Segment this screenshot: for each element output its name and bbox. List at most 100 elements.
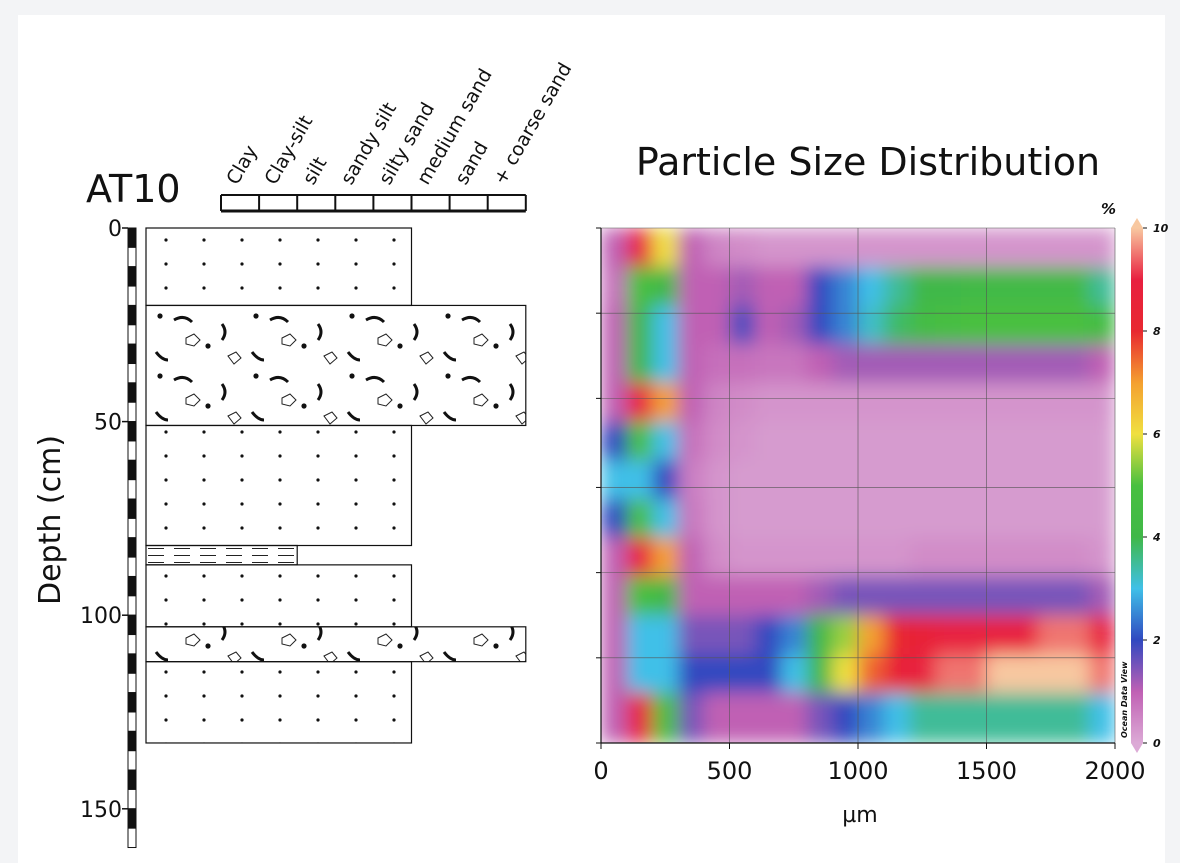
depth-tick-label: 150 <box>80 798 122 823</box>
contour-cell <box>652 382 679 423</box>
contour-cell <box>652 266 679 306</box>
contour-cell <box>960 344 987 384</box>
contour-cell <box>909 537 936 577</box>
contour-cell <box>652 460 679 500</box>
contour-cell <box>1063 499 1090 539</box>
depth-bar-segment <box>127 304 137 326</box>
contour-cell <box>1063 382 1090 423</box>
contour-cell <box>1063 537 1090 577</box>
contour-cell <box>858 537 885 577</box>
contour-cell <box>678 460 705 500</box>
contour-cell <box>935 615 962 655</box>
contour-cell <box>780 228 808 268</box>
depth-bar-segment <box>127 401 137 423</box>
contour-cell <box>986 460 1013 500</box>
contour-cell <box>626 382 653 423</box>
contour-cell <box>601 576 628 616</box>
contour-cell <box>986 653 1013 694</box>
contour-cell <box>678 344 705 384</box>
contour-cell <box>832 615 859 655</box>
contour-cell <box>601 615 628 655</box>
contour-cell <box>858 615 885 655</box>
contour-cell <box>1012 305 1039 345</box>
contour-cell <box>1063 576 1090 616</box>
contour-cell <box>883 344 910 384</box>
contour-cell <box>601 228 628 268</box>
contour-cell <box>601 692 628 743</box>
contour-cell <box>935 305 962 345</box>
contour-cell <box>678 382 705 423</box>
contour-cell <box>1063 228 1090 268</box>
contour-cell <box>755 615 782 655</box>
depth-bar-segment <box>127 517 137 539</box>
contour-cell <box>935 228 962 268</box>
contour-cell <box>909 266 936 306</box>
contour-cell <box>729 228 756 268</box>
depth-bar-segment <box>127 227 137 248</box>
contour-cell <box>909 305 936 345</box>
contour-cell <box>755 537 782 577</box>
contour-cell <box>1063 266 1090 306</box>
contour-cell <box>652 499 679 539</box>
contour-cell <box>986 305 1013 345</box>
contour-cell <box>883 421 910 461</box>
contour-cell <box>986 421 1013 461</box>
colorbar-segment <box>1131 640 1143 692</box>
layer <box>145 564 413 628</box>
contour-cell <box>703 460 730 500</box>
depth-bar-segment <box>127 750 137 771</box>
x-tick-label: 500 <box>707 757 753 785</box>
contour-cell <box>1089 382 1115 423</box>
depth-bar-segment <box>127 343 137 365</box>
contour-cell <box>858 382 885 423</box>
contour-cell <box>935 460 962 500</box>
contour-cell <box>755 460 782 500</box>
colorbar-segment <box>1131 537 1143 589</box>
contour-cell <box>858 576 885 616</box>
contour-cell <box>1037 537 1065 577</box>
contour-cell <box>652 653 679 694</box>
depth-tick-label: 100 <box>80 604 122 629</box>
depth-bar-segment <box>127 498 137 519</box>
contour-cell <box>1089 344 1115 384</box>
depth-bar-segment <box>127 730 137 752</box>
colorbar-segment <box>1131 228 1143 280</box>
contour-cell <box>780 692 808 743</box>
contour-cell <box>703 537 730 577</box>
colorbar-tick-label: 6 <box>1153 428 1161 441</box>
depth-bar-segment <box>127 788 137 810</box>
contour-cell <box>909 499 936 539</box>
contour-cell <box>909 576 936 616</box>
x-tick-label: 2000 <box>1084 757 1145 785</box>
contour-cell <box>806 460 833 500</box>
colorbar-tick-label: 8 <box>1153 325 1161 338</box>
contour-cell <box>626 653 653 694</box>
contour-cell <box>1089 537 1115 577</box>
depth-bar-segment <box>127 711 137 732</box>
contour-cell <box>832 653 859 694</box>
contour-cell <box>1012 344 1039 384</box>
depth-bar-segment <box>127 363 137 384</box>
contour-cell <box>806 266 833 306</box>
chart-title: Particle Size Distribution <box>636 140 1100 184</box>
contour-cell <box>678 499 705 539</box>
layer <box>145 661 413 744</box>
depth-bar-segment <box>127 459 137 481</box>
contour-cell <box>960 382 987 423</box>
contour-cell <box>935 499 962 539</box>
contour-cell <box>935 692 962 743</box>
contour-cell <box>832 382 859 423</box>
contour-cell <box>1037 692 1065 743</box>
contour-cell <box>986 382 1013 423</box>
contour-cell <box>1037 615 1065 655</box>
depth-tick-label: 50 <box>94 411 122 436</box>
contour-cell <box>883 615 910 655</box>
colorbar-segment <box>1131 331 1143 383</box>
colorbar-tick-label: 0 <box>1153 737 1161 750</box>
contour-cell <box>909 421 936 461</box>
contour-cell <box>755 266 782 306</box>
depth-bar-segment <box>127 769 137 790</box>
colorbar-segment <box>1131 279 1143 332</box>
contour-cell <box>626 305 653 345</box>
contour-cell <box>780 499 808 539</box>
